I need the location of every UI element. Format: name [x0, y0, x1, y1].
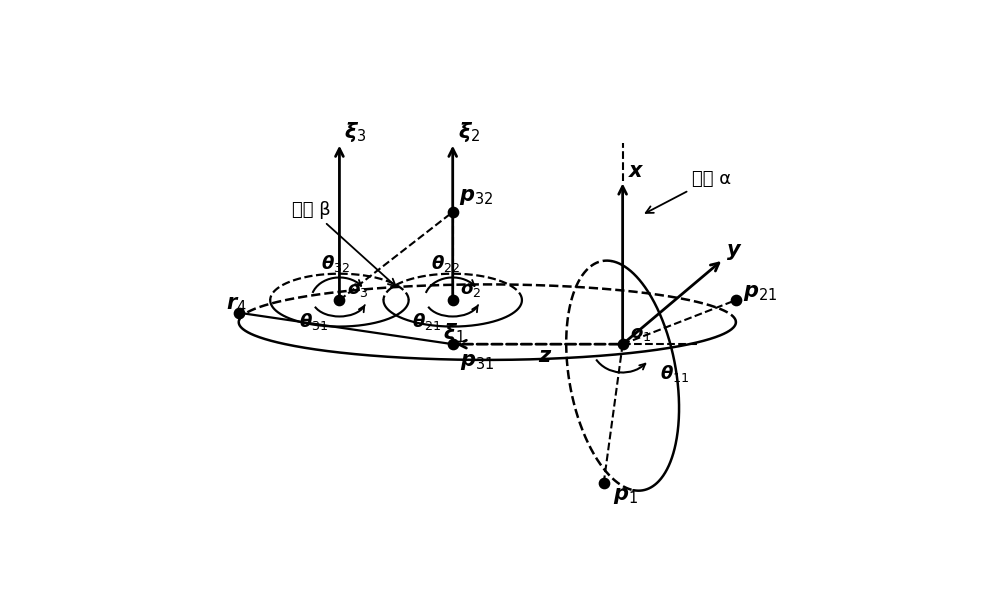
Text: $\boldsymbol{\xi}_1$: $\boldsymbol{\xi}_1$	[443, 321, 466, 345]
Text: $\boldsymbol{\theta}_{21}$: $\boldsymbol{\theta}_{21}$	[412, 311, 441, 332]
Text: $\boldsymbol{\theta}_{11}$: $\boldsymbol{\theta}_{11}$	[660, 363, 690, 384]
Point	[728, 295, 744, 305]
Point	[231, 308, 247, 318]
Point	[445, 339, 461, 349]
Text: $\boldsymbol{r}_4$: $\boldsymbol{r}_4$	[226, 295, 247, 315]
Text: $\boldsymbol{\xi}_2$: $\boldsymbol{\xi}_2$	[458, 120, 480, 144]
Text: $\boldsymbol{o}_3$: $\boldsymbol{o}_3$	[347, 281, 368, 299]
Text: $\boldsymbol{p}_{21}$: $\boldsymbol{p}_{21}$	[743, 283, 778, 303]
Text: $\boldsymbol{\theta}_{31}$: $\boldsymbol{\theta}_{31}$	[299, 311, 328, 332]
Text: 平面 β: 平面 β	[292, 201, 396, 286]
Text: 平面 α: 平面 α	[646, 170, 731, 213]
Text: $\boldsymbol{p}_1$: $\boldsymbol{p}_1$	[613, 486, 638, 506]
Point	[596, 478, 612, 487]
Text: $\boldsymbol{o}_2$: $\boldsymbol{o}_2$	[460, 281, 482, 299]
Text: $\boldsymbol{\xi}_3$: $\boldsymbol{\xi}_3$	[344, 120, 367, 144]
Text: $\boldsymbol{p}_{31}$: $\boldsymbol{p}_{31}$	[460, 352, 495, 372]
Text: $\boldsymbol{p}_{32}$: $\boldsymbol{p}_{32}$	[459, 187, 494, 207]
Text: $\boldsymbol{o}_1$: $\boldsymbol{o}_1$	[630, 325, 652, 343]
Text: $\boldsymbol{\theta}_{22}$: $\boldsymbol{\theta}_{22}$	[431, 253, 460, 273]
Text: $\boldsymbol{\theta}_{32}$: $\boldsymbol{\theta}_{32}$	[321, 253, 350, 273]
Point	[331, 295, 347, 305]
Text: $\boldsymbol{y}$: $\boldsymbol{y}$	[726, 242, 743, 262]
Point	[615, 339, 631, 349]
Text: $\boldsymbol{x}$: $\boldsymbol{x}$	[628, 161, 645, 181]
Point	[445, 207, 461, 217]
Point	[445, 295, 461, 305]
Text: $\boldsymbol{z}$: $\boldsymbol{z}$	[538, 346, 552, 366]
